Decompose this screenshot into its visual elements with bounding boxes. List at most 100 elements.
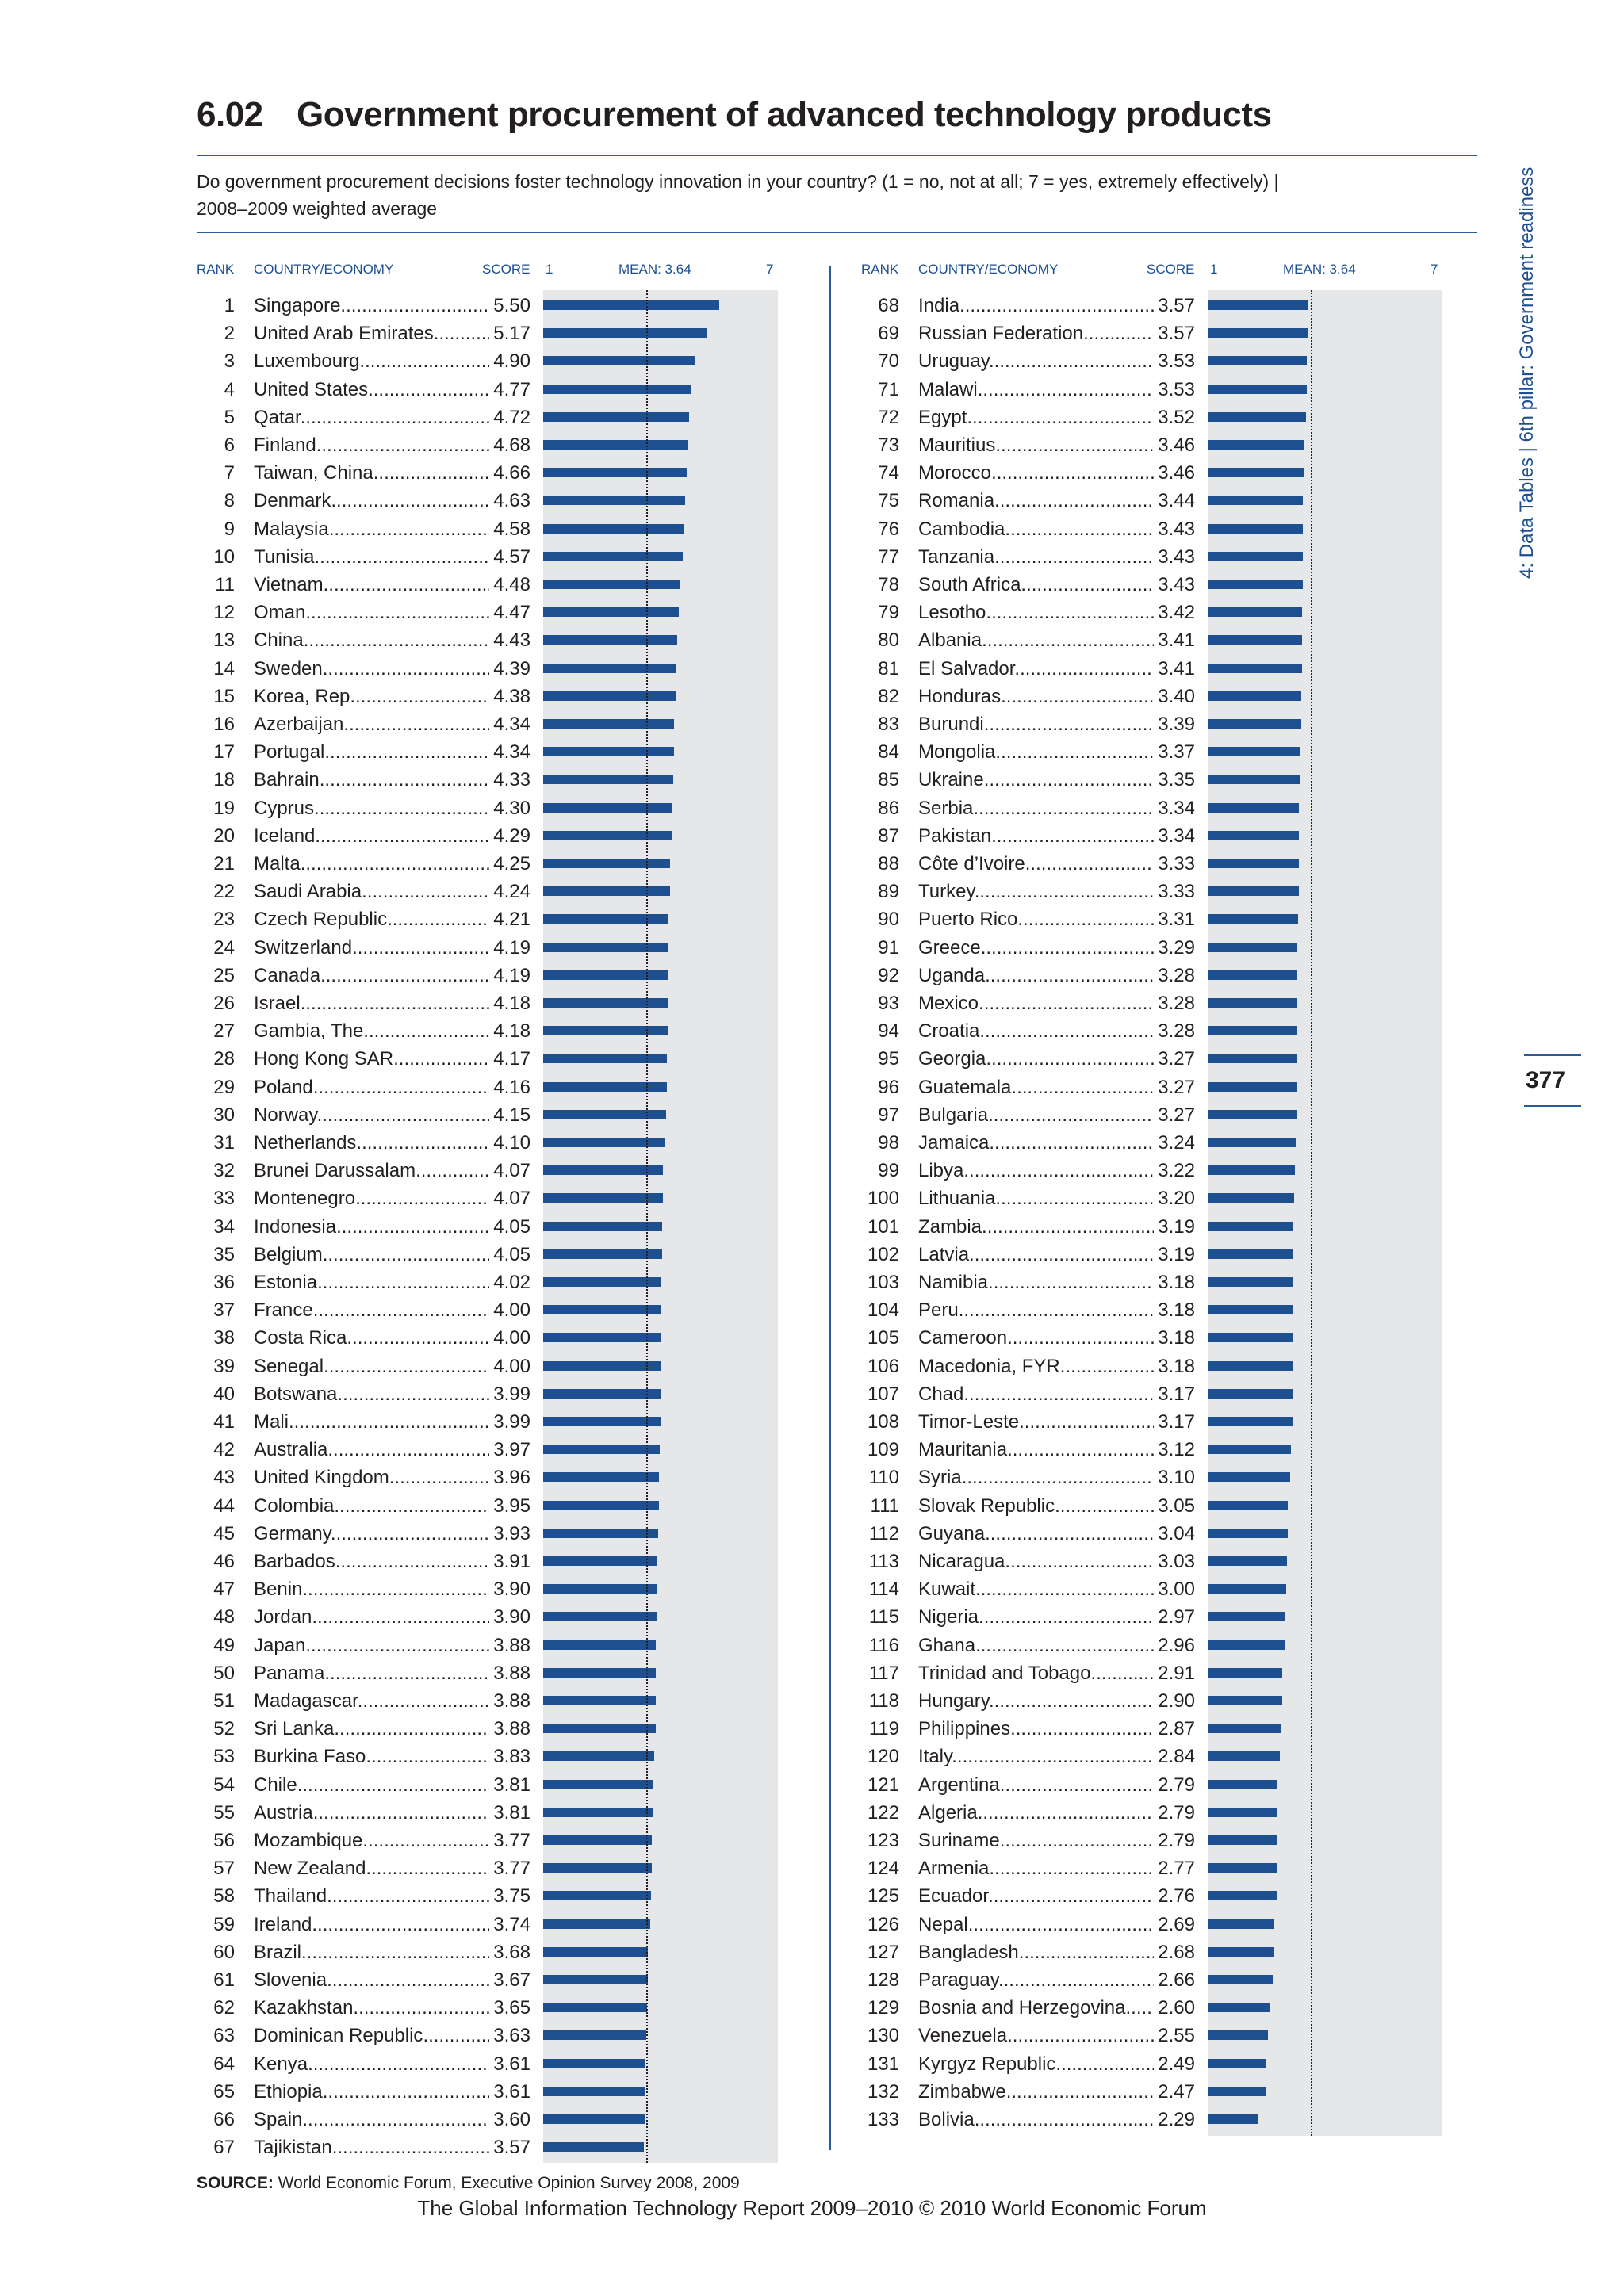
country-label: Uruguay — [918, 350, 989, 373]
leader-dots: ........................................… — [320, 964, 489, 986]
country-name: Iceland.................................… — [254, 822, 489, 850]
score-bar — [1208, 1946, 1274, 1957]
rank-value: 86 — [878, 797, 899, 819]
table-row: 129 Bosnia and Herzegovina...............… — [665, 1994, 1457, 2022]
country-label: Oman — [254, 602, 306, 624]
rank-column-header: RANK — [197, 262, 235, 277]
mean-label: MEAN: 3.64 — [1283, 262, 1356, 277]
leader-dots: ........................................… — [327, 1969, 489, 1991]
table-row: 19 Cyprus................................… — [0, 794, 793, 822]
table-row: 46 Barbados..............................… — [0, 1548, 793, 1575]
country-name: Timor-Leste.............................… — [918, 1408, 1154, 1436]
score-value: 3.20 — [1158, 1188, 1195, 1210]
table-row: 101 Zambia...............................… — [665, 1213, 1457, 1241]
score-bar — [1208, 1751, 1280, 1762]
country-name: Ghana...................................… — [918, 1632, 1154, 1659]
table-row: 116 Ghana................................… — [665, 1632, 1457, 1659]
table-row: 127 Bangladesh...........................… — [665, 1938, 1457, 1966]
question-rule — [197, 232, 1477, 233]
rank-value: 17 — [213, 741, 235, 763]
score-value: 4.05 — [493, 1215, 530, 1238]
country-name: Spain...................................… — [254, 2106, 489, 2133]
country-name: Hong Kong SAR...........................… — [254, 1045, 489, 1073]
score-bar — [1208, 1640, 1285, 1650]
rank-value: 114 — [868, 1578, 899, 1601]
score-bar — [1208, 580, 1303, 589]
table-row: 34 Indonesia.............................… — [0, 1213, 793, 1241]
country-name: Saudi Arabia............................… — [254, 878, 489, 905]
score-value: 3.83 — [493, 1746, 530, 1768]
leader-dots: ........................................… — [301, 1941, 489, 1963]
leader-dots: ........................................… — [979, 1606, 1154, 1628]
score-value: 3.28 — [1158, 964, 1195, 986]
country-name: Austria.................................… — [254, 1799, 489, 1827]
leader-dots: ........................................… — [316, 1104, 489, 1126]
country-label: Tajikistan — [254, 2137, 332, 2159]
score-value: 3.03 — [1158, 1551, 1195, 1572]
leader-dots: ........................................… — [315, 825, 489, 847]
rank-value: 105 — [867, 1327, 899, 1349]
rank-value: 104 — [867, 1299, 899, 1322]
score-bar — [543, 1500, 659, 1510]
leader-dots: ........................................… — [974, 2109, 1154, 2130]
score-bar — [543, 942, 668, 952]
country-label: Hong Kong SAR — [254, 1048, 394, 1070]
table-number: 6.02 — [197, 95, 263, 134]
score-bar — [1208, 523, 1303, 534]
country-label: Ireland — [254, 1913, 312, 1935]
table-row: 85 Ukraine...............................… — [665, 766, 1457, 794]
table-row: 21 Malta.................................… — [0, 850, 793, 878]
score-value: 3.27 — [1158, 1104, 1195, 1126]
score-bar — [1208, 1500, 1289, 1510]
score-bar — [1208, 1667, 1283, 1678]
survey-question: Do government procurement decisions fost… — [197, 168, 1279, 222]
leader-dots: ........................................… — [362, 1830, 489, 1851]
country-name: El Salvador.............................… — [918, 655, 1154, 683]
rank-value: 3 — [224, 350, 235, 373]
score-value: 2.84 — [1158, 1746, 1195, 1768]
country-label: Netherlands — [254, 1132, 357, 1154]
score-bar — [1208, 747, 1300, 757]
rank-value: 63 — [213, 2025, 235, 2047]
country-label: Montenegro — [254, 1188, 356, 1210]
score-value: 3.29 — [1158, 936, 1195, 959]
score-value: 2.60 — [1158, 1997, 1195, 2019]
table-row: 98 Jamaica...............................… — [665, 1129, 1457, 1157]
score-bar — [543, 1054, 668, 1064]
country-label: India — [918, 295, 960, 316]
rank-value: 54 — [213, 1774, 235, 1796]
score-bar — [543, 1472, 660, 1483]
country-label: Israel — [254, 993, 301, 1014]
country-label: Burkina Faso — [254, 1746, 366, 1768]
leader-dots: ........................................… — [975, 1634, 1154, 1656]
rank-value: 2 — [224, 323, 235, 345]
score-bar — [1208, 607, 1303, 618]
leader-dots: ........................................… — [353, 1997, 489, 2019]
country-label: Peru — [918, 1299, 959, 1322]
score-bar — [543, 2142, 644, 2152]
table-row: 71 Malawi................................… — [665, 376, 1457, 404]
rank-value: 29 — [213, 1076, 235, 1098]
country-label: Ukraine — [918, 769, 984, 791]
rank-value: 56 — [213, 1830, 235, 1851]
score-value: 3.18 — [1158, 1299, 1195, 1322]
leader-dots: ........................................… — [319, 769, 489, 791]
leader-dots: ........................................… — [982, 629, 1154, 652]
table-row: 81 El Salvador...........................… — [665, 655, 1457, 683]
table-row: 75 Romania...............................… — [665, 487, 1457, 515]
score-bar — [543, 886, 670, 897]
table-row: 115 Nigeria..............................… — [665, 1603, 1457, 1631]
leader-dots: ........................................… — [389, 1467, 489, 1489]
rank-value: 57 — [213, 1858, 235, 1880]
score-bar — [543, 859, 671, 868]
table-row: 52 Sri Lanka.............................… — [0, 1715, 793, 1743]
score-value: 4.63 — [493, 490, 530, 512]
score-value: 3.68 — [493, 1941, 530, 1963]
table-row: 48 Jordan................................… — [0, 1603, 793, 1631]
score-bar — [1208, 886, 1299, 897]
table-row: 130 Venezuela............................… — [665, 2022, 1457, 2049]
question-line-2: 2008–2009 weighted average — [197, 198, 438, 219]
score-value: 2.66 — [1158, 1969, 1195, 1991]
score-value: 3.97 — [493, 1439, 530, 1461]
score-value: 3.19 — [1158, 1243, 1195, 1265]
